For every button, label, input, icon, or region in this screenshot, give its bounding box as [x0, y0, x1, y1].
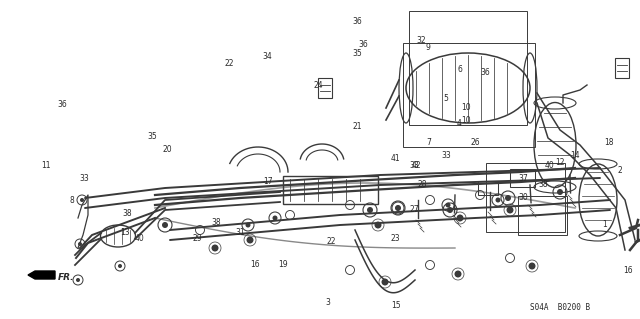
Text: 38: 38: [538, 180, 548, 189]
Circle shape: [246, 236, 253, 243]
Circle shape: [495, 197, 500, 203]
Bar: [510, 169, 535, 187]
Text: 33: 33: [410, 161, 420, 170]
Text: 20: 20: [163, 145, 173, 154]
Text: 22: 22: [225, 59, 234, 68]
Circle shape: [246, 222, 250, 227]
Circle shape: [557, 189, 563, 195]
Bar: [615, 58, 629, 78]
Text: 4: 4: [457, 119, 462, 128]
Text: 13: 13: [120, 228, 130, 237]
Circle shape: [76, 278, 80, 282]
Circle shape: [273, 216, 278, 220]
Text: 35: 35: [147, 132, 157, 141]
Polygon shape: [28, 271, 55, 279]
Text: 10: 10: [461, 116, 471, 125]
Text: 23: 23: [390, 234, 401, 243]
Circle shape: [445, 203, 451, 207]
Text: 17: 17: [262, 177, 273, 186]
Text: 28: 28: [418, 180, 427, 189]
Text: 12: 12: [556, 158, 564, 167]
Text: 3: 3: [325, 298, 330, 307]
Text: 7: 7: [426, 138, 431, 147]
Circle shape: [374, 221, 381, 228]
Text: 36: 36: [480, 68, 490, 77]
Text: 37: 37: [518, 174, 529, 182]
Text: 36: 36: [358, 40, 369, 48]
Text: 40: 40: [134, 234, 145, 243]
Text: 30: 30: [518, 193, 529, 202]
Text: 1: 1: [602, 220, 607, 229]
Text: 18: 18: [605, 138, 614, 147]
Text: FR.: FR.: [58, 273, 74, 283]
Text: 9: 9: [425, 43, 430, 52]
Text: 8: 8: [69, 196, 74, 205]
Circle shape: [80, 198, 84, 202]
Text: 29: 29: [192, 234, 202, 243]
Text: 15: 15: [390, 301, 401, 310]
Text: 16: 16: [623, 266, 634, 275]
Text: S04A  B0200 B: S04A B0200 B: [530, 303, 590, 313]
Text: 42: 42: [411, 161, 421, 170]
Text: 35: 35: [352, 49, 362, 58]
Text: 34: 34: [262, 52, 273, 61]
Circle shape: [78, 242, 82, 246]
Bar: [318, 78, 332, 98]
Circle shape: [367, 207, 373, 213]
Text: 24: 24: [314, 81, 324, 90]
Text: 36: 36: [352, 17, 362, 26]
Circle shape: [456, 214, 463, 221]
Text: 6: 6: [457, 65, 462, 74]
Circle shape: [505, 195, 511, 201]
Circle shape: [454, 271, 461, 278]
Text: 32: 32: [416, 36, 426, 45]
Text: 38: 38: [211, 218, 221, 227]
Text: 16: 16: [250, 260, 260, 269]
Text: 41: 41: [390, 154, 401, 163]
Text: 40: 40: [544, 161, 554, 170]
Circle shape: [395, 205, 401, 211]
Text: 33: 33: [79, 174, 90, 182]
Circle shape: [162, 222, 168, 228]
Text: 21: 21: [353, 122, 362, 131]
Circle shape: [381, 278, 388, 286]
Text: 14: 14: [570, 151, 580, 160]
Bar: [478, 181, 498, 195]
Text: 38: 38: [122, 209, 132, 218]
Text: 10: 10: [461, 103, 471, 112]
Circle shape: [396, 205, 401, 211]
Text: 11: 11: [42, 161, 51, 170]
Text: 5: 5: [444, 94, 449, 103]
Text: 22: 22: [327, 237, 336, 246]
Text: 33: 33: [442, 151, 452, 160]
Text: 26: 26: [470, 138, 480, 147]
Bar: [283, 176, 378, 204]
Circle shape: [529, 263, 536, 270]
Text: 2: 2: [617, 166, 622, 175]
Circle shape: [506, 206, 513, 213]
Text: 31: 31: [235, 228, 245, 237]
Text: 19: 19: [278, 260, 288, 269]
Circle shape: [447, 207, 453, 213]
Text: 27: 27: [410, 205, 420, 214]
Circle shape: [211, 244, 218, 251]
Circle shape: [118, 264, 122, 268]
Text: 36: 36: [58, 100, 68, 109]
